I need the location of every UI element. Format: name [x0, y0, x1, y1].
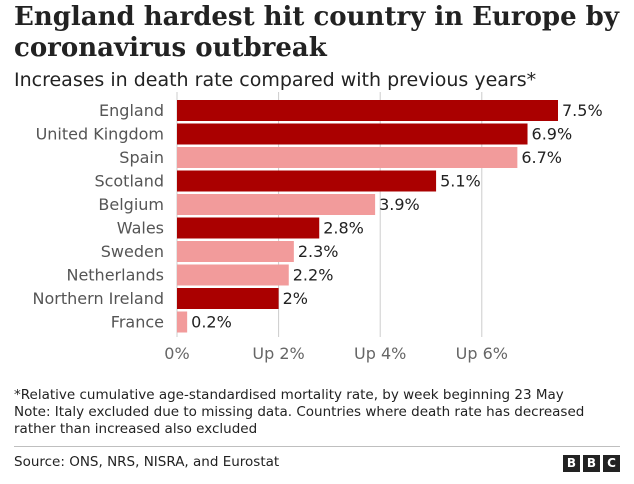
value-label: 2.2% — [293, 266, 334, 285]
bar — [177, 288, 279, 309]
x-tick-label: Up 4% — [354, 344, 406, 363]
logo-letter: C — [603, 455, 620, 472]
category-label: Belgium — [98, 195, 164, 214]
bar — [177, 123, 528, 145]
bar — [177, 241, 294, 262]
bar — [177, 194, 376, 215]
value-label: 2.3% — [298, 242, 339, 261]
x-tick-label: Up 6% — [456, 344, 508, 363]
bar — [177, 311, 188, 333]
source-text: Source: ONS, NRS, NISRA, and Eurostat — [14, 454, 280, 470]
category-label: Netherlands — [66, 266, 164, 285]
note: Note: Italy excluded due to missing data… — [14, 404, 585, 437]
category-label: France — [111, 313, 164, 332]
value-label: 6.7% — [521, 148, 562, 167]
footnote: *Relative cumulative age-standardised mo… — [14, 387, 564, 403]
bar — [177, 147, 518, 168]
category-label: Spain — [119, 148, 164, 167]
footer-divider — [14, 446, 620, 447]
value-label: 3.9% — [379, 195, 420, 214]
value-label: 6.9% — [532, 125, 573, 144]
bbc-logo: B B C — [563, 455, 620, 472]
category-label: Scotland — [94, 172, 164, 191]
bar — [177, 217, 320, 239]
x-tick-label: Up 2% — [252, 344, 304, 363]
x-tick-label: 0% — [164, 344, 189, 363]
value-label: 7.5% — [562, 101, 603, 120]
value-label: 2% — [283, 289, 308, 308]
logo-letter: B — [563, 455, 580, 472]
bar-chart: 0% Up 2% Up 4% Up 6% England 7.5% United Kingd… — [33, 92, 603, 363]
chart-subtitle: Increases in death rate compared with pr… — [14, 69, 537, 91]
category-label: England — [99, 101, 164, 120]
value-label: 0.2% — [191, 313, 232, 332]
category-label: Northern Ireland — [33, 289, 164, 308]
chart-notes: *Relative cumulative age-standardised mo… — [14, 387, 624, 438]
logo-letter: B — [583, 455, 600, 472]
bar — [177, 100, 558, 121]
bar — [177, 264, 289, 286]
value-label: 2.8% — [323, 219, 364, 238]
category-label: United Kingdom — [36, 125, 164, 144]
value-label: 5.1% — [440, 172, 481, 191]
bar — [177, 170, 437, 192]
category-label: Sweden — [101, 242, 164, 261]
category-label: Wales — [117, 219, 164, 238]
chart-title: England hardest hit country in Europe by… — [14, 2, 619, 63]
